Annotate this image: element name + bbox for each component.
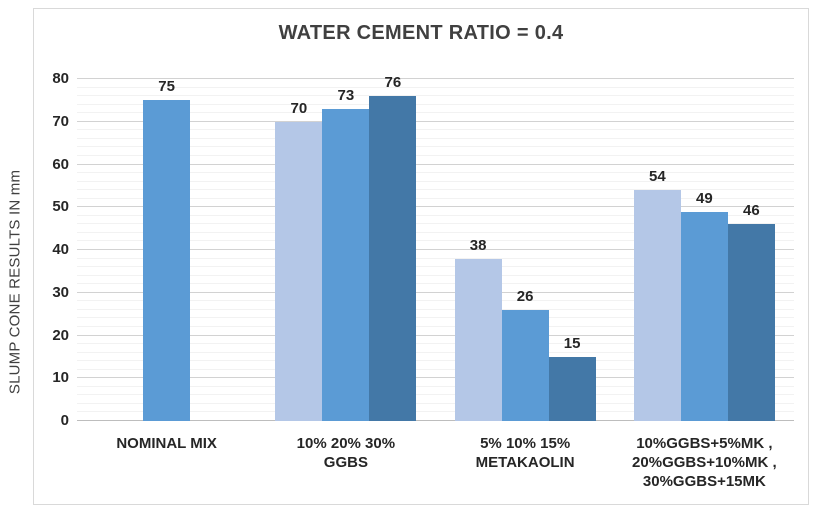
bar-value-label: 46 <box>743 202 760 220</box>
gridline-minor <box>77 146 794 148</box>
gridline-minor <box>77 197 794 199</box>
gridline-minor <box>77 283 794 285</box>
gridline-minor <box>77 189 794 191</box>
plot-area: 0 10 20 30 40 50 60 70 80 75 70 73 76 38 26 15 54 49 46 <box>52 70 794 429</box>
category-label: 10%GGBS+5%MK , 20%GGBS+10%MK , 30%GGBS+15M… <box>615 434 794 491</box>
category-label: 5% 10% 15% METAKAOLIN <box>436 434 615 472</box>
gridline-major <box>77 78 794 79</box>
gridline-minor <box>77 317 794 319</box>
bar <box>143 100 191 421</box>
y-tick-label: 80 <box>52 70 69 87</box>
bar-value-label: 75 <box>158 78 175 96</box>
y-tick-label: 0 <box>60 412 69 429</box>
y-tick-label: 70 <box>52 112 69 130</box>
bar-value-label: 76 <box>384 74 402 92</box>
gridline-major <box>77 249 794 250</box>
gridline-minor <box>77 308 794 310</box>
gridline-minor <box>77 402 794 404</box>
bar <box>275 121 323 421</box>
gridline-minor <box>77 95 794 97</box>
bar <box>633 190 681 421</box>
gridline-major <box>77 163 794 165</box>
gridline-minor <box>77 300 794 302</box>
y-tick-label: 50 <box>52 198 69 216</box>
gridline-minor <box>77 129 794 131</box>
gridline-minor <box>77 231 794 233</box>
gridline-minor <box>77 351 794 353</box>
gridline-minor <box>77 368 794 370</box>
gridline-minor <box>77 325 794 327</box>
x-axis-baseline <box>77 420 794 421</box>
gridline-major <box>77 206 794 208</box>
bar <box>727 224 775 421</box>
gridline-major <box>77 120 794 122</box>
gridline-minor <box>77 137 794 139</box>
gridline-minor <box>77 103 794 105</box>
y-tick-label: 30 <box>52 283 69 301</box>
bar-value-label: 26 <box>516 287 534 305</box>
gridline-minor <box>77 180 794 182</box>
gridline-minor <box>77 240 794 242</box>
bar <box>454 258 502 421</box>
bar-value-label: 70 <box>290 99 308 117</box>
category-label-line: 10% 20% 30% <box>296 435 396 452</box>
bar <box>369 96 417 421</box>
gridline-minor <box>77 343 794 345</box>
category-label-line: 5% 10% 15% <box>480 435 571 452</box>
bar-value-label: 54 <box>649 168 666 186</box>
gridline-minor <box>77 86 794 88</box>
y-tick-label: 20 <box>52 326 69 344</box>
bar <box>680 211 728 421</box>
y-tick-label: 40 <box>52 241 69 258</box>
gridline-minor <box>77 266 794 268</box>
category-label: 10% 20% 30% GGBS <box>256 434 435 472</box>
gridline-minor <box>77 112 794 114</box>
bar-value-label: 49 <box>696 189 713 207</box>
gridline-minor <box>77 274 794 276</box>
chart-title: WATER CEMENT RATIO = 0.4 <box>278 22 564 44</box>
category-label-line: METAKAOLIN <box>475 454 575 471</box>
y-tick-label: 60 <box>52 155 69 173</box>
gridline-minor <box>77 257 794 259</box>
gridline-minor <box>77 394 794 396</box>
category-label-line: GGBS <box>323 454 368 471</box>
gridline-minor <box>77 385 794 387</box>
gridline-major <box>77 377 794 379</box>
bar-value-label: 15 <box>563 334 581 352</box>
gridline-minor <box>77 154 794 156</box>
bar <box>322 108 370 421</box>
bar-value-label: 38 <box>469 236 487 254</box>
gridline-minor <box>77 411 794 413</box>
gridline-minor <box>77 223 794 225</box>
chart-frame: WATER CEMENT RATIO = 0.4 0 10 20 30 40 50 60 70… <box>33 8 809 505</box>
gridline-major <box>77 334 794 336</box>
gridline-major <box>77 291 794 293</box>
y-tick-label: 10 <box>52 369 69 387</box>
category-label-line: NOMINAL MIX <box>116 435 217 452</box>
category-label-line: 10%GGBS+5%MK , <box>636 435 773 452</box>
gridline-minor <box>77 172 794 174</box>
bar-value-label: 73 <box>337 86 355 104</box>
category-label: NOMINAL MIX <box>77 434 256 453</box>
gridline-minor <box>77 360 794 362</box>
bar <box>501 309 549 421</box>
category-label-line: 20%GGBS+10%MK , <box>632 454 777 471</box>
bar <box>548 356 596 421</box>
y-axis-title: SLUMP CONE RESULTS IN mm <box>6 169 24 395</box>
category-label-line: 30%GGBS+15MK <box>642 473 766 490</box>
gridline-minor <box>77 214 794 216</box>
